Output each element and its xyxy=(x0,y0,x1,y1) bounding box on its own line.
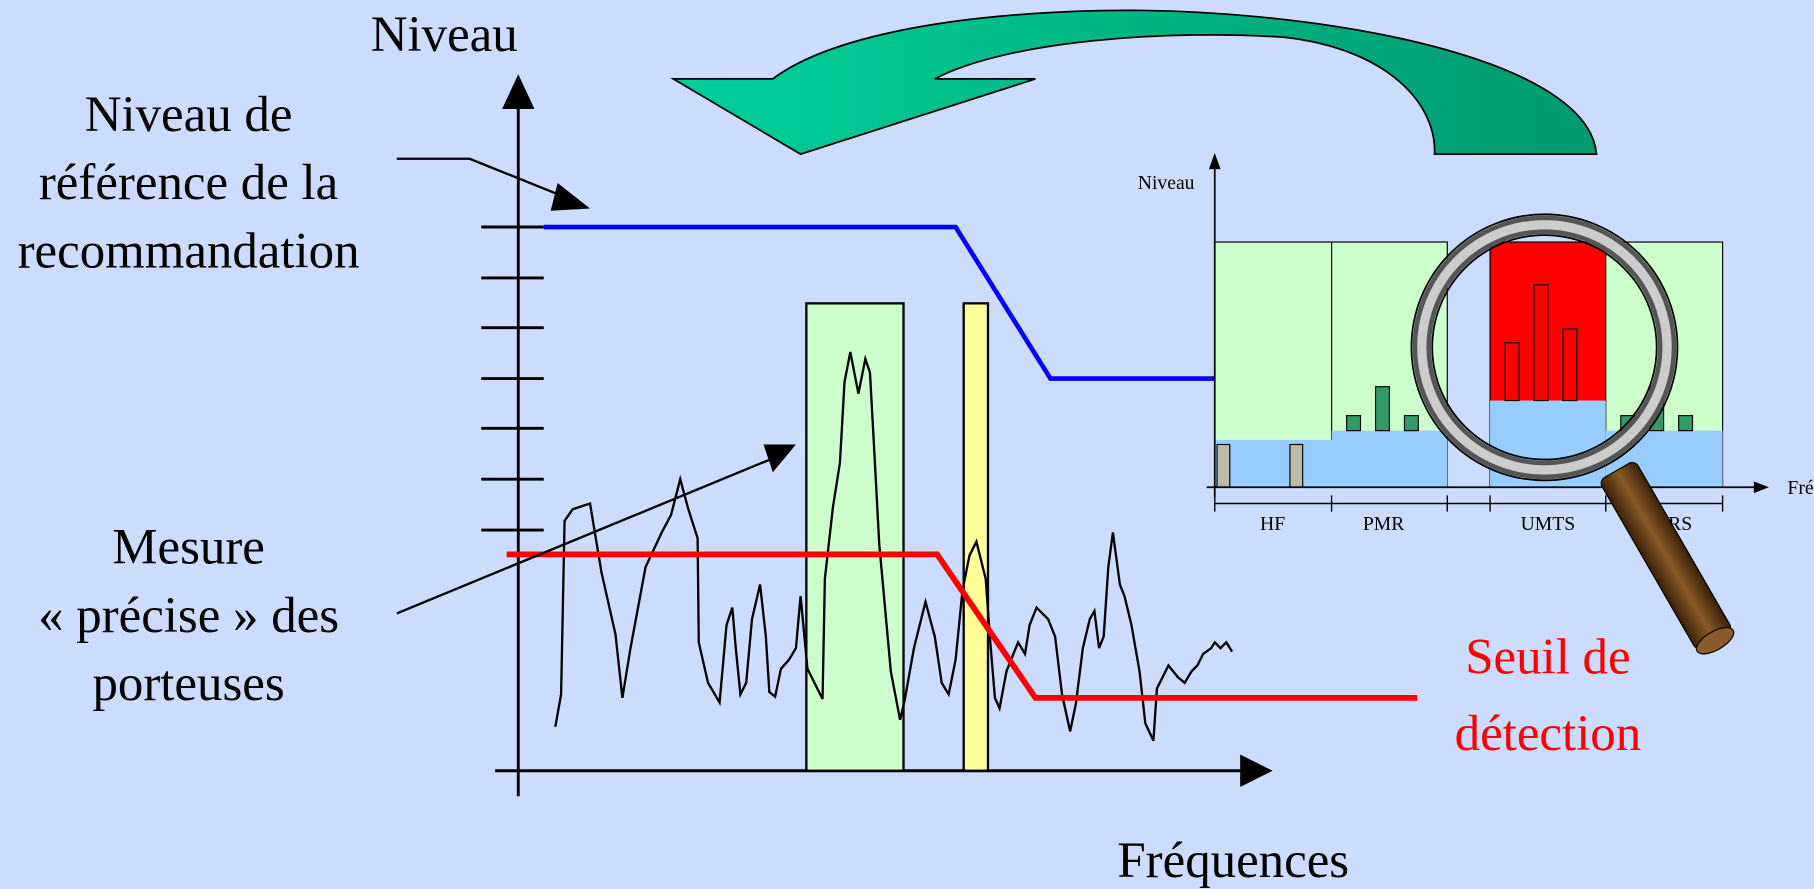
band-label: PMR xyxy=(1363,513,1405,535)
inset-axis-x-label: Fréquences xyxy=(1787,477,1814,499)
band-label: HF xyxy=(1260,513,1285,535)
reference-label: Niveau de xyxy=(85,87,293,143)
threshold-label: détection xyxy=(1455,706,1642,762)
threshold-label: Seuil de xyxy=(1465,630,1630,686)
carrier-band xyxy=(964,303,988,770)
reference-label: référence de la xyxy=(39,155,338,211)
measure-label: « précise » des xyxy=(38,588,339,644)
inset-axis-y-label: Niveau xyxy=(1138,172,1195,194)
axis-y-label: Niveau xyxy=(371,7,518,63)
slide: Niveau Fréquences Niveau de référence de… xyxy=(0,0,1814,889)
axis-x-label: Fréquences xyxy=(1117,833,1349,889)
band-label: UMTS xyxy=(1521,513,1576,535)
measure-label: Mesure xyxy=(112,520,265,576)
reference-label: recommandation xyxy=(18,223,360,279)
measure-label: porteuses xyxy=(92,656,284,712)
